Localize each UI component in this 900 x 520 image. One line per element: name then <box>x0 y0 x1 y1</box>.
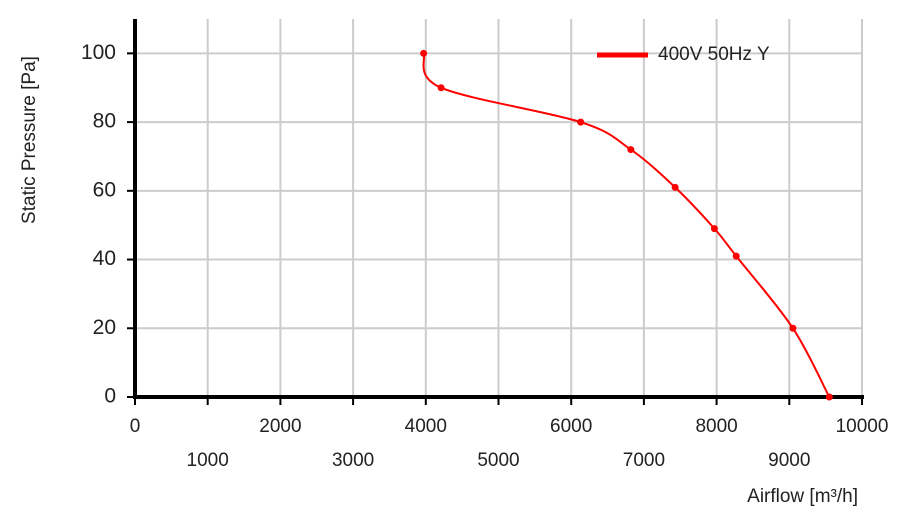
y-tick-label: 100 <box>81 41 116 64</box>
y-tick-label: 80 <box>93 110 116 133</box>
legend-label: 400V 50Hz Y <box>658 44 770 65</box>
y-axis-label: Static Pressure [Pa] <box>19 56 40 224</box>
x-tick-label: 10000 <box>836 416 889 437</box>
x-tick-label: 1000 <box>187 450 229 471</box>
y-tick-label: 40 <box>93 247 116 270</box>
data-point <box>789 324 797 332</box>
data-point <box>577 118 585 126</box>
x-tick-label: 5000 <box>477 450 519 471</box>
data-point <box>420 49 428 57</box>
x-tick-label: 3000 <box>332 450 374 471</box>
y-tick-label: 20 <box>93 316 116 339</box>
y-tick-label: 0 <box>104 385 116 408</box>
data-point <box>437 84 445 92</box>
data-point <box>732 252 740 260</box>
x-tick-label: 6000 <box>550 416 592 437</box>
x-tick-label: 7000 <box>623 450 665 471</box>
x-tick-label: 0 <box>130 416 141 437</box>
data-point <box>825 393 833 401</box>
x-tick-label: 9000 <box>768 450 810 471</box>
data-point <box>627 146 635 154</box>
data-point <box>710 225 718 233</box>
x-axis-label: Airflow [m³/h] <box>747 486 858 507</box>
y-tick-label: 60 <box>93 178 116 201</box>
data-point <box>671 183 679 191</box>
x-tick-label: 8000 <box>695 416 737 437</box>
series-line <box>422 52 831 398</box>
x-tick-label: 4000 <box>405 416 447 437</box>
x-tick-label: 2000 <box>259 416 301 437</box>
